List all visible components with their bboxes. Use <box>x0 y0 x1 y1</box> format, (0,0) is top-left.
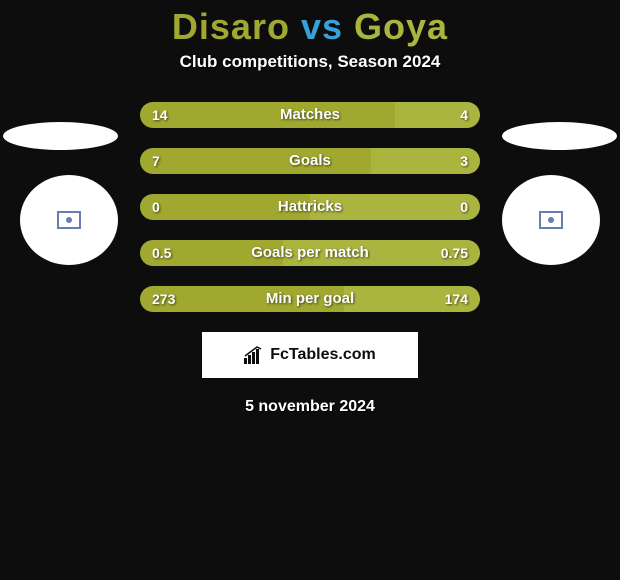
stat-value-left: 14 <box>152 102 168 128</box>
stat-value-left: 0 <box>152 194 160 220</box>
stat-value-left: 0.5 <box>152 240 171 266</box>
title-player-left: Disaro <box>172 6 290 47</box>
brand-chart-icon <box>244 346 266 364</box>
brand-badge: FcTables.com <box>202 332 418 378</box>
stat-row: Goals7 3 <box>140 148 480 174</box>
stat-value-left: 273 <box>152 286 175 312</box>
avatar-shadow-right <box>502 122 617 150</box>
stat-label: Matches <box>140 102 480 128</box>
stat-value-right: 0 <box>460 194 468 220</box>
stat-value-left: 7 <box>152 148 160 174</box>
stat-value-right: 174 <box>445 286 468 312</box>
stat-row: Hattricks0 0 <box>140 194 480 220</box>
subtitle: Club competitions, Season 2024 <box>0 52 620 72</box>
stats-bars: Matches14 4 Goals7 3 Hattricks0 0 Goals per ma… <box>140 102 480 312</box>
stat-row: Matches14 4 <box>140 102 480 128</box>
avatar-shadow-left <box>3 122 118 150</box>
title-player-right: Goya <box>354 6 448 47</box>
stat-value-right: 4 <box>460 102 468 128</box>
placeholder-icon <box>57 211 81 229</box>
page-title: Disaro vs Goya <box>0 0 620 52</box>
placeholder-icon <box>539 211 563 229</box>
avatar-right <box>502 175 600 265</box>
date-text: 5 november 2024 <box>0 398 620 416</box>
stat-row: Min per goal273 174 <box>140 286 480 312</box>
stat-label: Hattricks <box>140 194 480 220</box>
stat-value-right: 0.75 <box>441 240 468 266</box>
stat-label: Min per goal <box>140 286 480 312</box>
stat-label: Goals per match <box>140 240 480 266</box>
avatar-left <box>20 175 118 265</box>
title-vs: vs <box>301 6 343 47</box>
stat-row: Goals per match0.5 0.75 <box>140 240 480 266</box>
brand-text: FcTables.com <box>270 346 376 364</box>
stat-label: Goals <box>140 148 480 174</box>
stat-value-right: 3 <box>460 148 468 174</box>
